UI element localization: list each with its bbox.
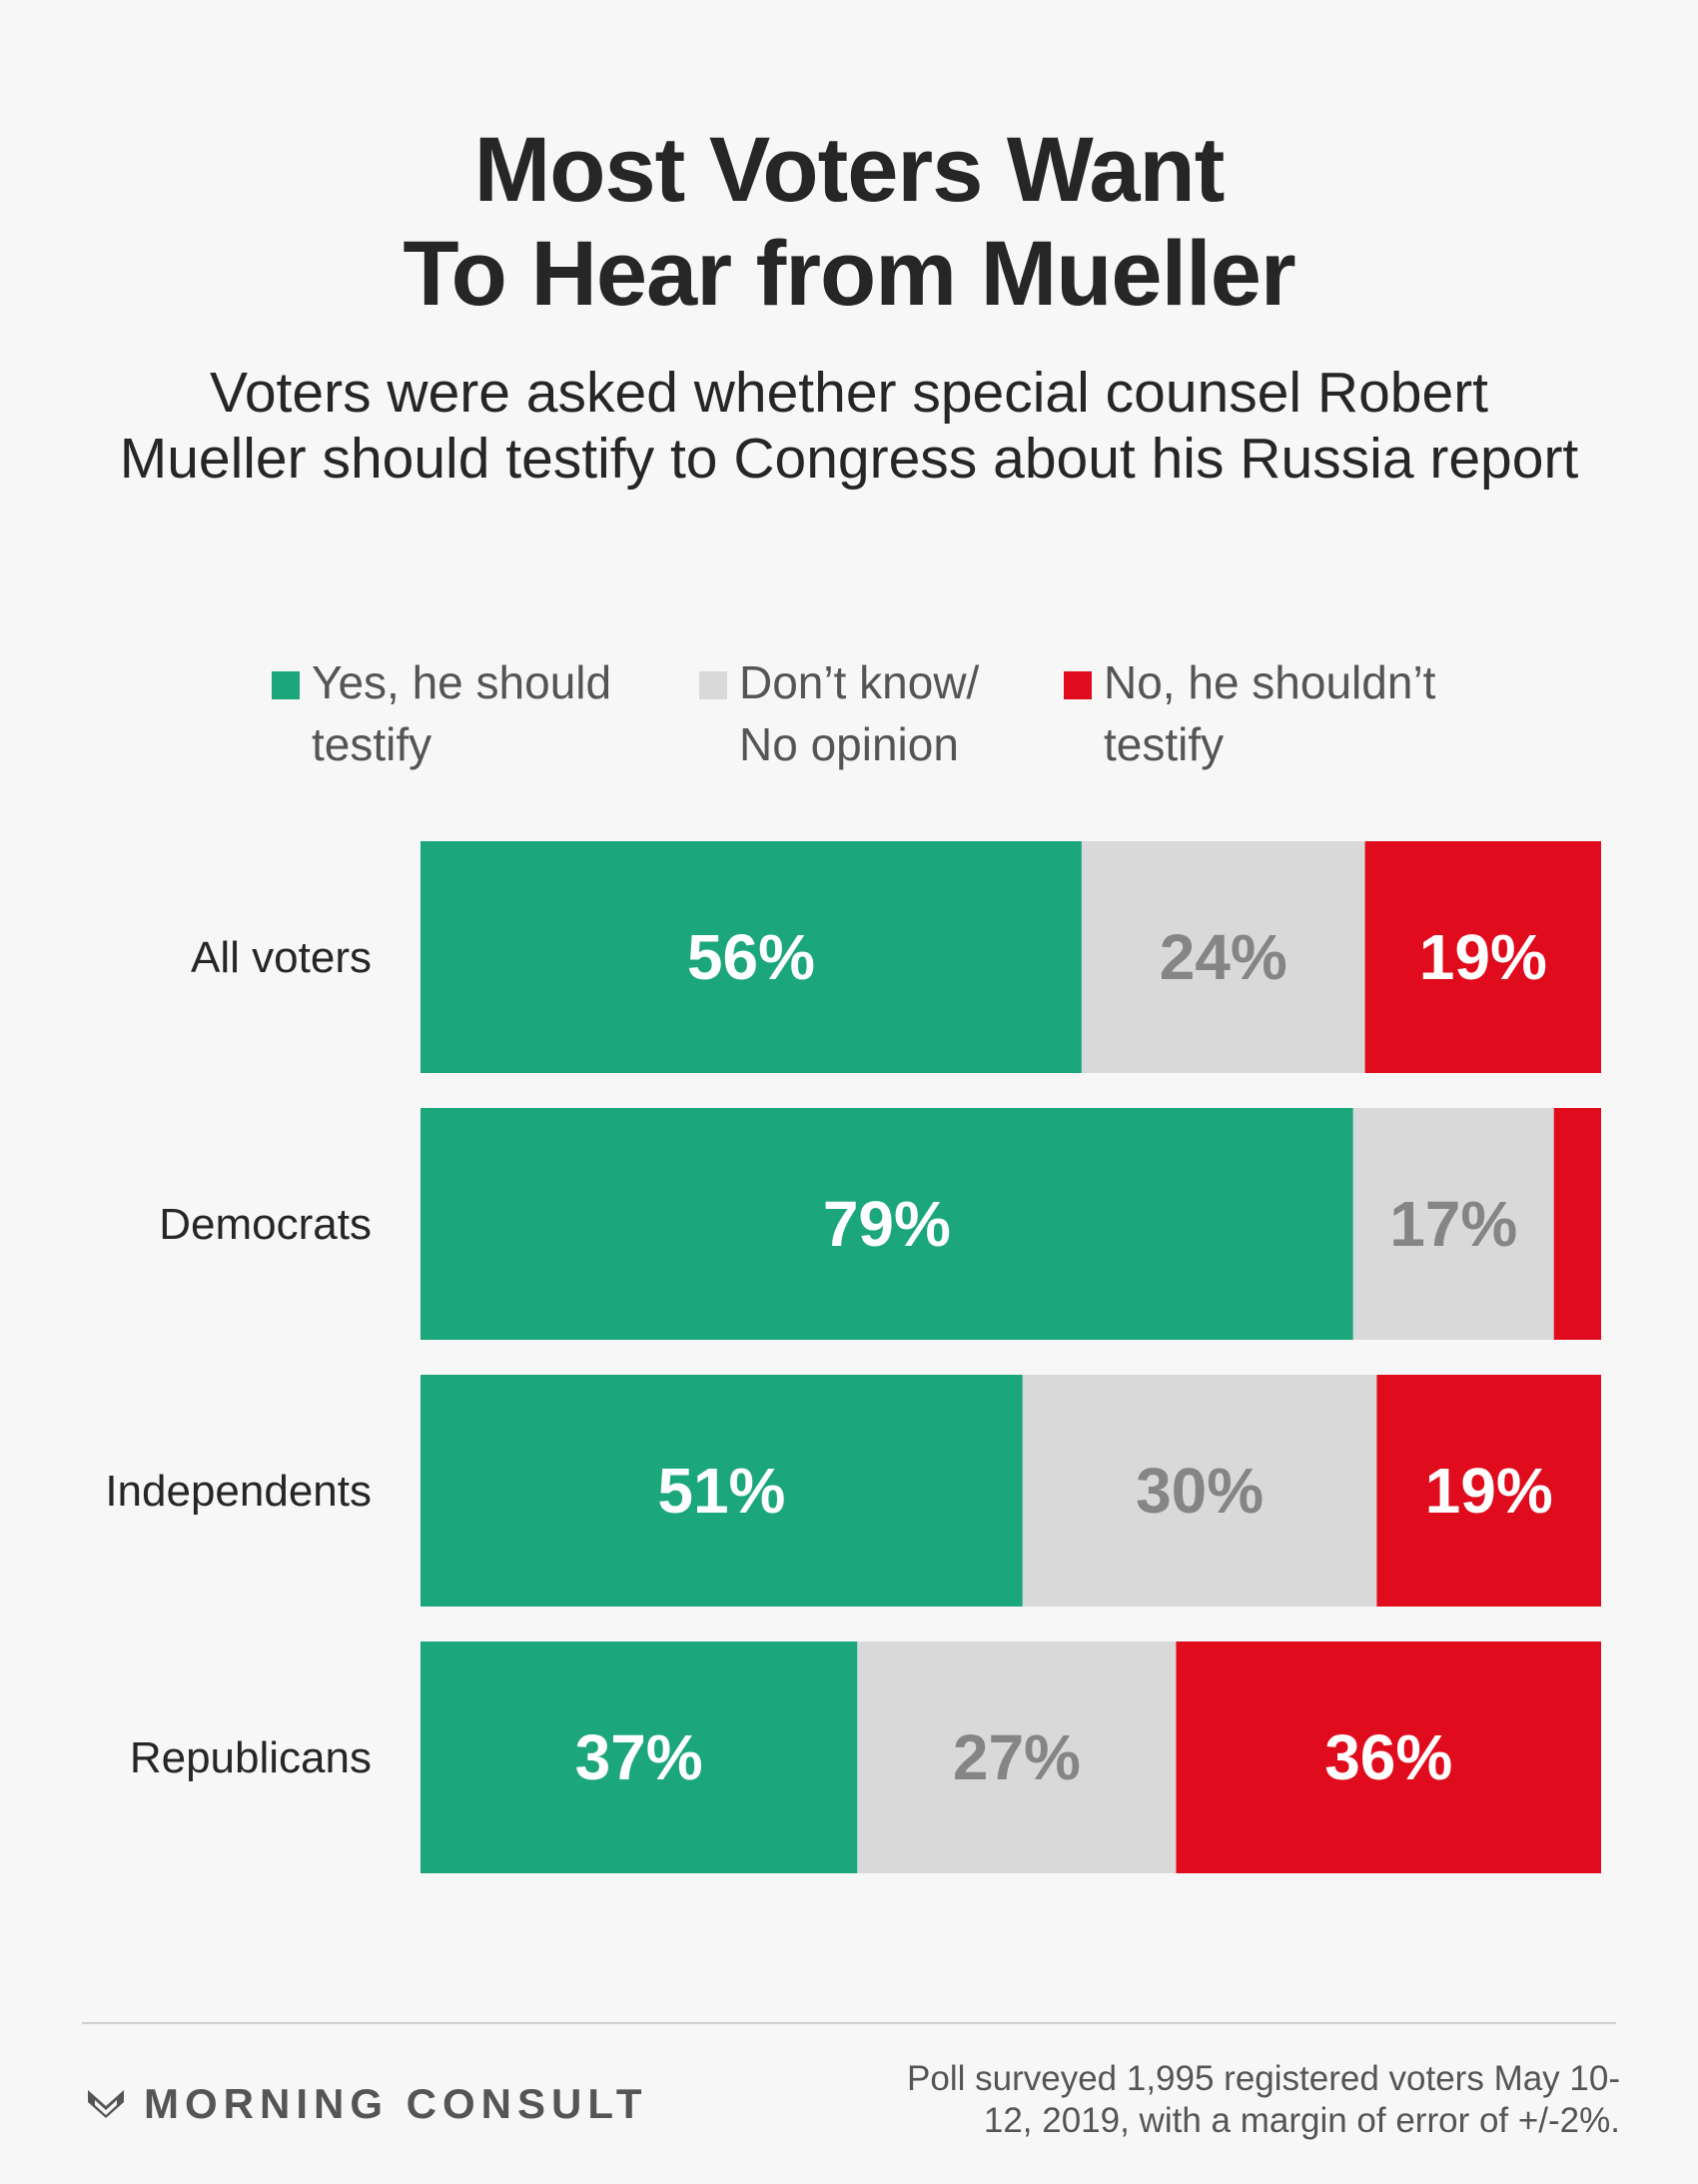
- legend-item-no: No, he shouldn’t testify: [1064, 651, 1435, 775]
- bar-democrats-dont-know: [1352, 1108, 1554, 1340]
- bar-republicans-dont-know: [857, 1641, 1177, 1873]
- category-label-independents: Independents: [105, 1467, 372, 1516]
- bar-democrats-no: [1553, 1108, 1601, 1340]
- legend-item-yes: Yes, he should testify: [272, 651, 611, 775]
- bar-independents-yes: [421, 1375, 1023, 1607]
- legend-swatch-no: [1064, 671, 1092, 699]
- morning-consult-logo-icon: [88, 2090, 124, 2118]
- bar-all-voters-no: [1364, 841, 1601, 1073]
- value-label-republicans-dont-know: 27%: [953, 1721, 1081, 1793]
- footer-divider: [82, 2022, 1616, 2024]
- chart-title-line-2: To Hear from Mueller: [403, 223, 1295, 325]
- value-label-all-voters-dont-know: 24%: [1160, 921, 1287, 993]
- category-label-democrats: Democrats: [159, 1200, 372, 1249]
- category-label-all-voters: All voters: [191, 933, 372, 982]
- legend-swatch-yes: [272, 671, 300, 699]
- value-label-independents-yes: 51%: [657, 1455, 785, 1527]
- bar-republicans-yes: [421, 1641, 858, 1873]
- chart-subtitle: Voters were asked whether special counse…: [0, 360, 1698, 492]
- value-label-republicans-no: 36%: [1324, 1721, 1452, 1793]
- brand-name: MORNING CONSULT: [144, 2080, 648, 2127]
- bar-democrats-yes: [421, 1108, 1353, 1340]
- value-label-democrats-yes: 79%: [823, 1188, 951, 1260]
- bar-all-voters-dont-know: [1081, 841, 1365, 1073]
- value-label-all-voters-yes: 56%: [687, 921, 815, 993]
- brand: MORNING CONSULT: [86, 2080, 648, 2128]
- legend-swatch-dont-know: [699, 671, 727, 699]
- chart-title: Most Voters Want To Hear from Mueller: [0, 118, 1698, 326]
- bar-independents-no: [1376, 1375, 1601, 1607]
- value-label-all-voters-no: 19%: [1419, 921, 1547, 993]
- chart-subtitle-line-1: Voters were asked whether special counse…: [209, 361, 1489, 425]
- chart-subtitle-line-2: Mueller should testify to Congress about…: [119, 427, 1579, 491]
- value-label-republicans-yes: 37%: [575, 1721, 703, 1793]
- value-label-democrats-dont-know: 17%: [1389, 1188, 1517, 1260]
- legend-label-yes: Yes, he should testify: [312, 656, 612, 770]
- chart-title-line-1: Most Voters Want: [473, 119, 1226, 221]
- bar-republicans-no: [1176, 1641, 1601, 1873]
- source-note: Poll surveyed 1,995 registered voters Ma…: [907, 2059, 1620, 2140]
- legend-label-no: No, he shouldn’t testify: [1104, 656, 1436, 770]
- value-label-independents-dont-know: 30%: [1136, 1455, 1264, 1527]
- legend-item-dont-know: Don’t know/ No opinion: [699, 651, 979, 775]
- category-label-republicans: Republicans: [130, 1733, 372, 1782]
- chart-legend: Yes, he should testify Don’t know/ No op…: [0, 651, 1698, 781]
- value-label-independents-no: 19%: [1425, 1455, 1553, 1527]
- legend-label-dont-know: Don’t know/ No opinion: [739, 656, 980, 770]
- bar-independents-dont-know: [1022, 1375, 1377, 1607]
- bar-all-voters-yes: [421, 841, 1082, 1073]
